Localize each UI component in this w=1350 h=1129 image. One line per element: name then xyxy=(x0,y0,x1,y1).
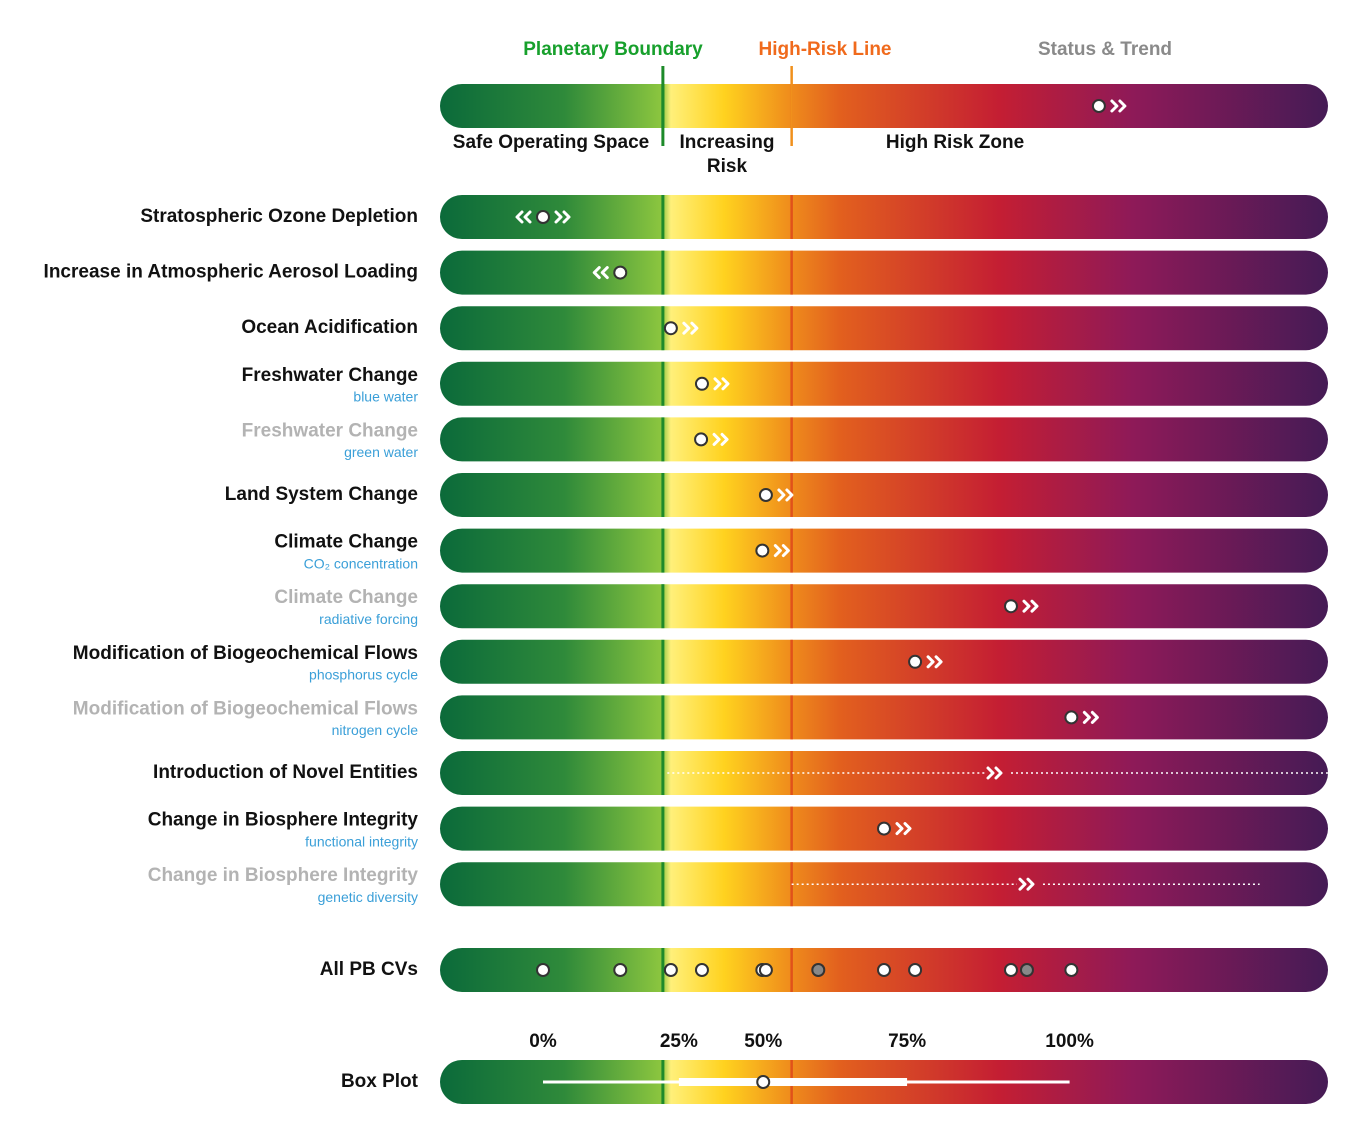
row-label: Climate Change xyxy=(274,587,418,608)
trend-arrow xyxy=(777,488,794,502)
box-tick-label: 25% xyxy=(660,1031,698,1052)
row-sublabel: phosphorus cycle xyxy=(309,667,418,683)
trend-arrow xyxy=(1022,599,1039,613)
row-sublabel: nitrogen cycle xyxy=(332,722,419,738)
gradient-bar xyxy=(440,361,1328,406)
row-sublabel: genetic diversity xyxy=(318,889,418,905)
gradient-bar xyxy=(440,639,1328,684)
row-label: Modification of Biogeochemical Flows xyxy=(73,643,418,664)
status-dot xyxy=(1003,599,1018,614)
row-label: Modification of Biogeochemical Flows xyxy=(73,698,418,719)
status-dot xyxy=(663,321,678,336)
status-dot xyxy=(811,963,826,977)
row-sublabel: functional integrity xyxy=(305,833,418,849)
gradient-bar xyxy=(440,584,1328,629)
gradient-bar xyxy=(440,84,1328,128)
row-sublabel: CO₂ concentration xyxy=(304,555,418,571)
box-tick-label: 100% xyxy=(1045,1031,1094,1052)
row-label: All PB CVs xyxy=(320,959,418,980)
status-dot xyxy=(663,963,678,977)
gradient-bar xyxy=(440,473,1328,517)
trend-arrow xyxy=(713,377,730,391)
status-dot xyxy=(613,265,628,280)
status-dot xyxy=(1091,99,1106,113)
gradient-bar xyxy=(440,528,1328,573)
row-label: Box Plot xyxy=(341,1071,419,1092)
row-sublabel: green water xyxy=(344,444,418,460)
row-label: Land System Change xyxy=(225,484,418,505)
trend-arrow xyxy=(1082,710,1099,724)
trend-arrow xyxy=(554,210,571,224)
zone-label: Safe Operating Space xyxy=(453,132,649,153)
status-dot xyxy=(758,488,773,502)
gradient-bar xyxy=(440,695,1328,740)
row-label: Climate Change xyxy=(274,532,418,553)
box-tick-label: 50% xyxy=(744,1031,782,1052)
box-tick-label: 75% xyxy=(888,1031,926,1052)
row-label: Introduction of Novel Entities xyxy=(153,762,418,783)
status-dot xyxy=(908,963,923,977)
status-dot xyxy=(613,963,628,977)
trend-arrow xyxy=(682,321,699,335)
trend-arrow xyxy=(1110,99,1127,113)
zone-label: High Risk Zone xyxy=(886,132,1024,153)
trend-arrow xyxy=(986,766,1003,780)
gradient-bar xyxy=(440,195,1328,239)
box-tick-label: 0% xyxy=(529,1031,557,1052)
gradient-bar xyxy=(440,306,1328,351)
trend-arrow xyxy=(712,432,729,446)
row-label: Freshwater Change xyxy=(242,365,418,386)
zone-label: Increasing Risk xyxy=(679,132,774,177)
trend-arrow xyxy=(773,544,790,558)
row-label: Change in Biosphere Integrity xyxy=(148,810,419,831)
row-label: Change in Biosphere Integrity xyxy=(148,865,419,886)
status-title: Status & Trend xyxy=(1038,39,1172,60)
planetary-boundary-title: Planetary Boundary xyxy=(523,39,703,60)
status-dot xyxy=(694,432,709,447)
box-iqr xyxy=(678,1078,908,1086)
status-dot xyxy=(536,210,551,224)
trend-arrow xyxy=(592,266,609,280)
status-dot xyxy=(694,376,709,391)
row-label: Freshwater Change xyxy=(242,420,418,441)
trend-arrow xyxy=(515,210,532,224)
gradient-bar xyxy=(440,250,1328,295)
status-dot xyxy=(1064,710,1079,725)
status-dot xyxy=(1064,963,1079,977)
row-sublabel: radiative forcing xyxy=(319,611,418,627)
status-dot xyxy=(756,1075,771,1089)
status-dot xyxy=(755,543,770,558)
row-label: Stratospheric Ozone Depletion xyxy=(140,206,418,227)
trend-arrow xyxy=(926,655,943,669)
status-dot xyxy=(877,821,891,836)
status-dot xyxy=(758,963,773,977)
status-dot xyxy=(908,654,923,669)
high-risk-title: High-Risk Line xyxy=(758,39,891,60)
status-dot xyxy=(536,963,551,977)
row-label: Ocean Acidification xyxy=(241,317,418,338)
gradient-bar xyxy=(440,417,1328,462)
status-dot xyxy=(1019,963,1034,977)
row-label: Increase in Atmospheric Aerosol Loading xyxy=(44,262,418,283)
trend-arrow xyxy=(1018,877,1035,891)
row-sublabel: blue water xyxy=(353,389,418,405)
status-dot xyxy=(1003,963,1018,977)
status-dot xyxy=(877,963,891,977)
status-dot xyxy=(694,963,709,977)
trend-arrow xyxy=(895,822,912,836)
